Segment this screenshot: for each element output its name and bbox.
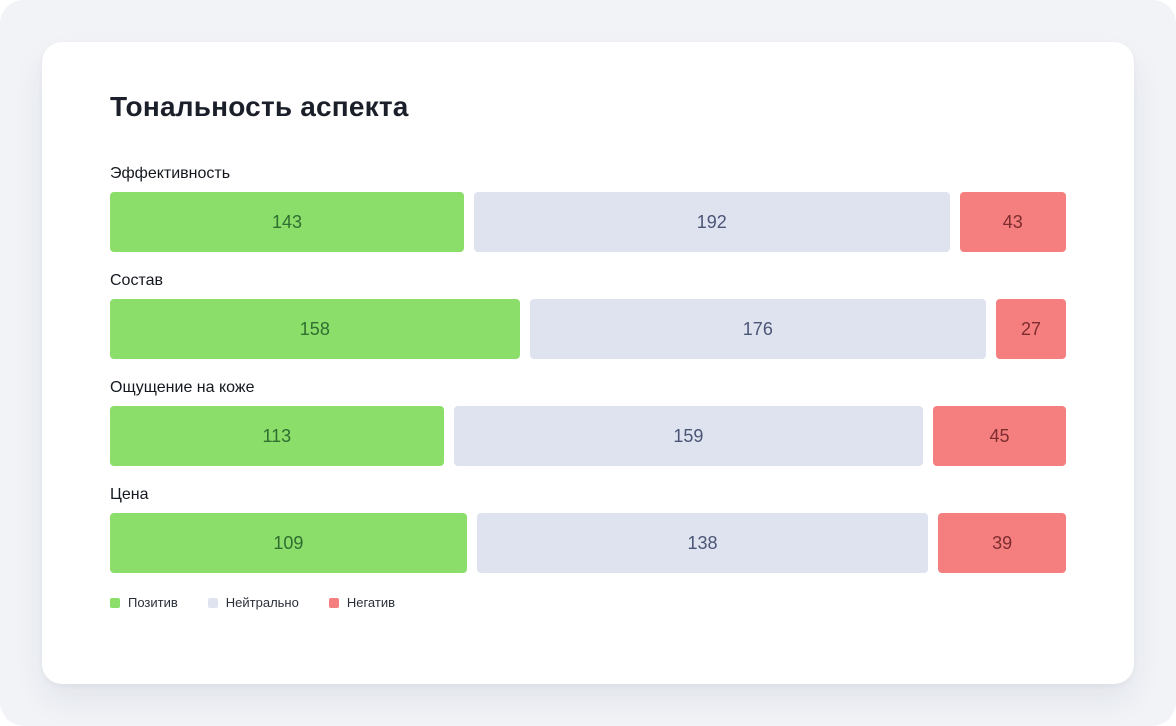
bar-segment-neutral[interactable]: 192 (474, 192, 950, 252)
aspect-label: Ощущение на коже (110, 379, 255, 396)
legend-label: Негатив (346, 595, 395, 610)
aspect-row: Состав 158 176 27 (110, 271, 1066, 359)
legend-label: Позитив (128, 595, 178, 610)
aspect-row: Ощущение на коже 113 159 45 (110, 378, 1066, 466)
bar-segment-neutral[interactable]: 176 (529, 299, 986, 359)
bar-segment-positive[interactable]: 113 (110, 406, 444, 466)
stacked-bar: 143 192 43 (110, 192, 1066, 252)
legend-swatch-positive (110, 598, 120, 608)
stacked-bar: 113 159 45 (110, 406, 1066, 466)
bar-segment-negative[interactable]: 45 (933, 406, 1066, 466)
aspect-label: Состав (110, 272, 163, 289)
page-title: Тональность аспекта (110, 91, 409, 122)
stacked-bar: 158 176 27 (110, 299, 1066, 359)
bar-segment-positive[interactable]: 158 (110, 299, 520, 359)
legend-item-negative[interactable]: Негатив (328, 595, 395, 611)
legend-label: Нейтрально (225, 595, 299, 610)
bar-segment-positive[interactable]: 109 (110, 513, 467, 573)
bar-segment-neutral[interactable]: 159 (453, 406, 924, 466)
bar-segment-negative[interactable]: 43 (959, 192, 1066, 252)
bar-segment-negative[interactable]: 39 (938, 513, 1067, 573)
aspect-label: Эффективность (110, 165, 231, 182)
aspect-rows: Эффективность 143 192 43 Состав 158 176 27 Ощуще… (110, 164, 1067, 573)
aspect-row: Цена 109 138 39 (110, 485, 1067, 573)
stacked-bar: 109 138 39 (110, 513, 1067, 573)
legend-item-neutral[interactable]: Нейтрально (207, 595, 299, 611)
legend-item-positive[interactable]: Позитив (110, 595, 178, 611)
aspect-label: Цена (110, 486, 149, 503)
legend-swatch-negative (328, 598, 339, 608)
bar-segment-neutral[interactable]: 138 (476, 513, 929, 573)
tonality-card: Тональность аспекта Эффективность 143 192 4… (42, 42, 1134, 684)
bar-segment-positive[interactable]: 143 (110, 192, 465, 252)
aspect-row: Эффективность 143 192 43 (110, 164, 1066, 252)
legend: Позитив Нейтрально Негатив (110, 595, 1066, 611)
legend-swatch-neutral (207, 598, 218, 608)
bar-segment-negative[interactable]: 27 (995, 299, 1066, 359)
